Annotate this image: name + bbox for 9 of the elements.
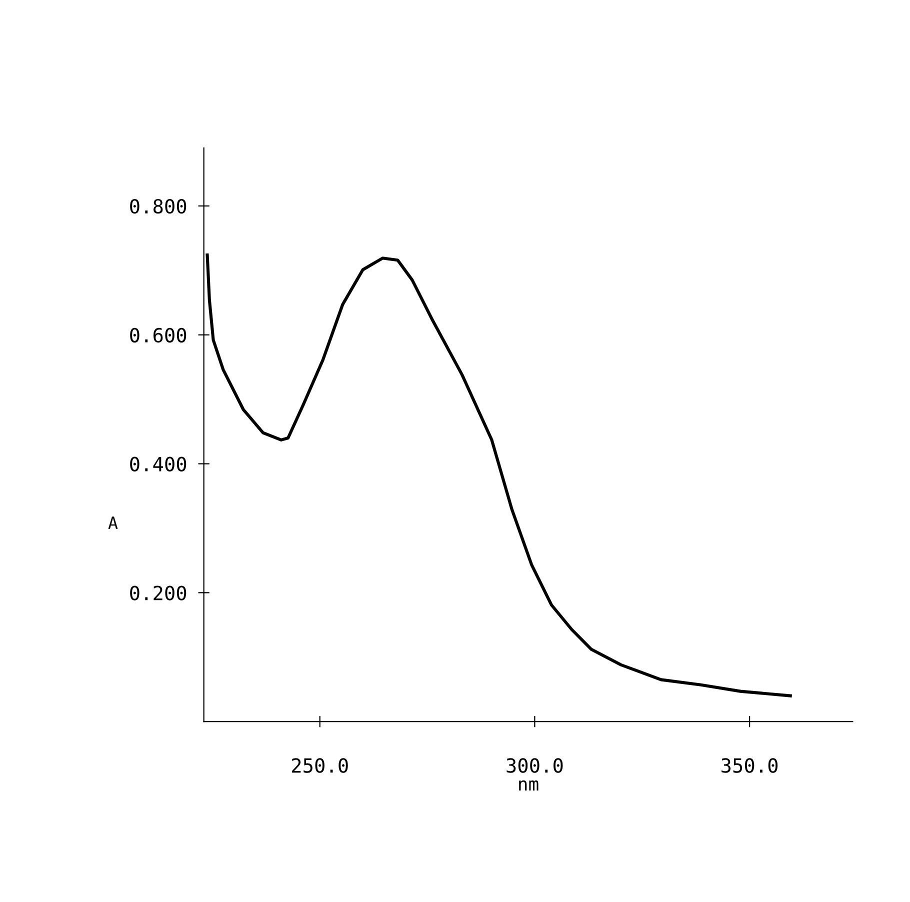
y-tick-label: 0.600 (130, 328, 186, 343)
x-tick-label: 300.0 (506, 758, 563, 773)
y-tick-label: 0.800 (130, 198, 186, 214)
x-axis-title: nm (519, 780, 538, 790)
y-tick-label: 0.200 (130, 586, 186, 600)
y-axis-title: A (108, 516, 118, 529)
y-tick-label: 0.400 (130, 456, 186, 472)
x-tick-label: 350.0 (722, 758, 778, 773)
x-tick-label: 250.0 (292, 758, 348, 773)
